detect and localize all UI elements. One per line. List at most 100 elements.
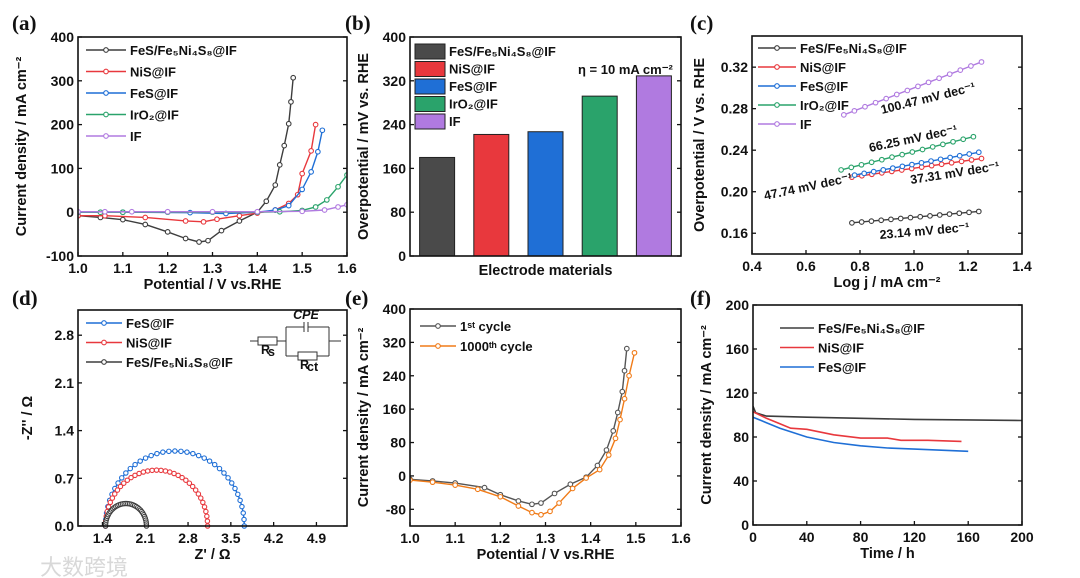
data-point: [928, 162, 935, 169]
data-point: [127, 465, 134, 472]
x-axis-title: Electrode materials: [479, 263, 613, 279]
legend-swatch: [414, 113, 446, 130]
data-point: [216, 465, 223, 472]
data-point: [312, 204, 319, 210]
data-point: [904, 87, 911, 94]
y-tick-label: -80: [386, 501, 406, 517]
y-axis-title: Overpotential / mV vs. RHE: [356, 53, 372, 240]
data-point: [452, 482, 459, 488]
data-point: [241, 516, 247, 523]
data-point: [162, 468, 169, 474]
data-point: [840, 112, 847, 118]
data-point: [299, 170, 306, 177]
data-point: [849, 220, 855, 226]
legend-marker: [774, 45, 780, 51]
data-point: [182, 218, 189, 224]
data-point: [515, 498, 522, 504]
legend-label: 1000ᵗʰ cycle: [460, 339, 533, 354]
data-point: [240, 510, 246, 516]
data-point: [978, 155, 985, 162]
x-tick-label: 1.1: [113, 260, 133, 276]
data-point: [936, 212, 943, 218]
y-tick-label: 80: [390, 204, 406, 220]
y-tick-label: 2.8: [55, 327, 75, 343]
y-tick-label: 0.20: [721, 184, 748, 200]
data-point: [299, 208, 306, 215]
data-point: [195, 452, 202, 459]
x-tick-label: 0.6: [796, 258, 816, 274]
data-point: [144, 468, 151, 474]
data-point: [975, 149, 982, 156]
series-line: [78, 130, 324, 215]
y-tick-label: 240: [383, 368, 407, 384]
data-point: [838, 167, 844, 173]
data-point: [285, 120, 292, 127]
data-point: [893, 91, 900, 98]
data-point: [621, 367, 628, 374]
data-point: [164, 229, 171, 235]
data-point: [631, 349, 638, 356]
data-point: [547, 508, 553, 515]
data-point: [335, 204, 341, 210]
data-point: [149, 467, 155, 474]
data-point: [975, 208, 982, 215]
data-point: [927, 212, 933, 219]
data-point: [888, 216, 894, 223]
data-point: [899, 151, 906, 158]
data-point: [919, 146, 926, 153]
legend-swatch: [414, 96, 446, 112]
data-point: [190, 450, 196, 457]
x-tick-label: 2.8: [178, 530, 198, 546]
data-point: [172, 448, 178, 454]
data-point: [148, 452, 154, 459]
data-point: [111, 491, 118, 497]
data-point: [851, 107, 858, 114]
legend-label: FeS/Fe₅Ni₄S₈@IF: [126, 355, 233, 370]
legend-marker: [435, 343, 441, 349]
legend-swatch: [414, 61, 446, 77]
data-point: [132, 461, 138, 468]
data-point: [236, 218, 243, 224]
plot-frame: [752, 304, 1023, 526]
data-point: [237, 497, 243, 504]
plot-frame: [77, 36, 348, 257]
legend-marker: [435, 323, 441, 329]
legend-label: IF: [449, 114, 461, 129]
x-axis-title: Potential / V vs.RHE: [144, 277, 282, 293]
x-tick-label: 0.8: [850, 258, 870, 274]
condition-annotation: η = 10 mA cm⁻²: [578, 62, 674, 77]
x-tick-label: 1.4: [248, 260, 268, 276]
bar: [581, 95, 618, 257]
panel-label: (f): [690, 286, 711, 310]
x-tick-label: 1.0: [400, 530, 420, 546]
x-tick-label: 160: [957, 529, 981, 545]
data-point: [128, 474, 134, 481]
legend-label: NiS@IF: [818, 341, 864, 356]
data-point: [878, 156, 885, 163]
data-point: [198, 495, 204, 501]
data-point: [200, 499, 206, 506]
data-point: [556, 500, 562, 506]
data-point: [594, 462, 601, 469]
bar: [527, 131, 564, 257]
y-tick-label: 1.4: [55, 423, 75, 439]
data-point: [474, 486, 481, 493]
legend-label: NiS@IF: [800, 60, 846, 75]
data-point: [909, 161, 915, 168]
data-point: [183, 477, 189, 483]
legend-marker: [774, 64, 780, 70]
legend-label: IF: [800, 117, 812, 132]
data-point: [899, 163, 906, 170]
data-point: [192, 487, 199, 493]
data-point: [281, 142, 288, 149]
data-point: [936, 75, 942, 82]
data-point: [182, 235, 189, 242]
data-point: [153, 467, 160, 473]
x-tick-label: 1.6: [337, 260, 357, 276]
data-point: [105, 504, 112, 510]
y-tick-label: 0.0: [55, 518, 75, 534]
data-point: [114, 487, 121, 493]
bar: [419, 156, 456, 257]
y-tick-label: 0: [741, 517, 749, 533]
legend-label: IrO₂@IF: [449, 97, 498, 112]
